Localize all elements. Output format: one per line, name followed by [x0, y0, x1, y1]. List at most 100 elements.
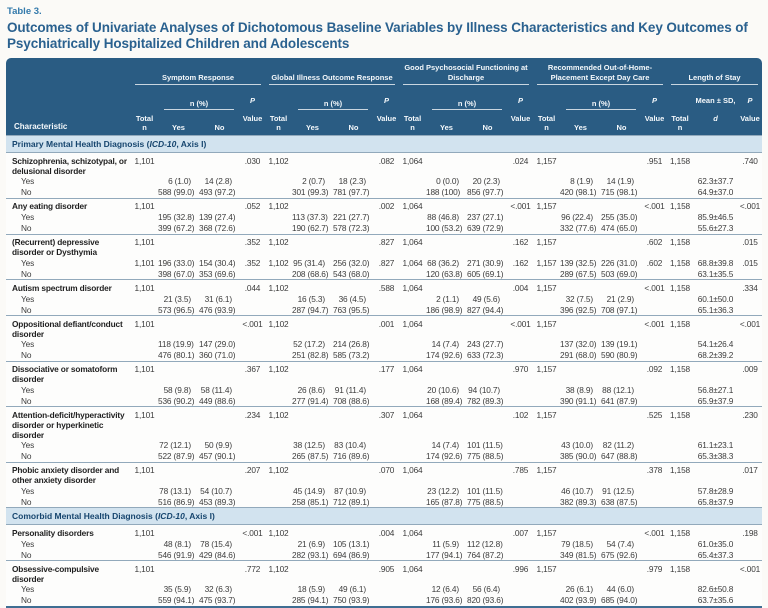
data-cell: 100 (53.2) [426, 223, 463, 233]
data-cell: 590 (80.9) [601, 350, 638, 360]
data-cell: 237 (27.1) [467, 212, 504, 222]
row-label: No [21, 395, 32, 406]
data-cell: 639 (72.9) [467, 223, 504, 233]
data-cell: 83 (10.4) [334, 440, 366, 450]
data-cell: .367 [244, 364, 261, 374]
data-cell: 55.6±27.3 [697, 223, 734, 233]
sub-row: Yes 58 (9.8) 58 (11.4) 26 (8.6) 91 (11.4) 20 … [6, 384, 762, 395]
data-cell: 48 (8.1) [163, 538, 192, 549]
data-cell: 1,064 [402, 563, 423, 574]
col-header-yes: Yes [172, 123, 185, 132]
data-cell: 2 (0.7) [302, 176, 325, 186]
sub-row: Yes 195 (32.8) 139 (27.4) 113 (37.3) 221 (27… [6, 212, 762, 223]
data-cell: 360 (71.0) [199, 350, 236, 360]
data-cell: <.001 [242, 527, 263, 538]
data-cell: 605 (69.1) [467, 268, 504, 279]
data-cell: 675 (92.6) [601, 549, 638, 560]
col-group-symptom-response: Symptom Response Total n n (%) Yes No P … [131, 73, 265, 132]
data-cell: 332 (77.6) [560, 223, 597, 233]
data-cell: 1,102 [268, 465, 289, 475]
data-cell: .352 [244, 237, 261, 247]
sub-row: Yes 21 (3.5) 31 (6.1) 16 (5.3) 36 (4.5) 2 (1.… [6, 293, 762, 304]
data-cell: 88 (46.8) [427, 212, 459, 222]
col-group-global-illness-outcome: Global Illness Outcome Response Total n … [265, 73, 399, 132]
data-cell: .102 [512, 409, 529, 420]
data-cell: 1,101 [134, 563, 155, 574]
data-cell: 32 (7.5) [565, 293, 594, 304]
data-cell: <.001 [644, 318, 665, 329]
data-cell: 139 (32.5) [560, 257, 597, 268]
data-cell: 139 (19.1) [601, 339, 638, 349]
row-label: Personality disorders [12, 527, 94, 538]
data-cell: 14 (7.4) [431, 339, 460, 349]
data-cell: 476 (93.9) [199, 304, 236, 315]
data-cell: 1,101 [134, 201, 155, 211]
col-header-total-n: Total n [671, 114, 689, 132]
sub-row: No 398 (67.0) 353 (69.6) 208 (68.6) 543 (68.… [6, 268, 762, 279]
sub-row: Yes 118 (19.9) 147 (29.0) 52 (17.2) 214 (26.… [6, 339, 762, 350]
col-header-no: No [616, 123, 627, 132]
data-cell: 8 (1.9) [570, 176, 593, 186]
row-label: Yes [21, 584, 35, 594]
data-cell: 287 (94.7) [292, 304, 329, 315]
data-cell: 214 (26.8) [333, 339, 370, 349]
data-cell: .378 [646, 465, 663, 475]
data-cell: 1,101 [134, 465, 155, 475]
data-cell: 63.7±35.6 [697, 595, 734, 605]
col-group-label: Global Illness Outcome Response [269, 73, 395, 85]
data-cell: .092 [646, 364, 663, 374]
data-cell: 1,064 [402, 409, 423, 420]
data-cell: 78 (15.4) [200, 538, 232, 549]
sub-row: No 588 (99.0) 493 (97.2) 301 (99.3) 781 (97.… [6, 187, 762, 198]
col-header-n-pct: n (%) [432, 99, 502, 110]
data-cell: 382 (89.3) [560, 496, 597, 507]
sub-row: No 476 (80.1) 360 (71.0) 251 (82.8) 585 (73.… [6, 350, 762, 361]
data-cell: 396 (92.5) [560, 304, 597, 315]
col-group-label: Length of Stay [671, 73, 758, 85]
data-cell: 46 (10.7) [561, 485, 593, 496]
row-label: No [21, 187, 32, 197]
data-cell: 255 (35.0) [601, 212, 638, 222]
col-header-total-n: Total n [537, 114, 556, 132]
data-cell: 390 (91.1) [560, 395, 597, 406]
row-label: Schizophrenia, schizotypal, or delusiona… [12, 155, 127, 176]
data-cell: 56 (6.4) [472, 584, 501, 594]
data-cell: 68.2±39.2 [697, 350, 734, 360]
data-cell: 578 (72.3) [333, 223, 370, 233]
data-cell: 453 (89.3) [199, 496, 236, 507]
table-header: Characteristic Symptom Response Total n … [6, 58, 762, 135]
data-cell: 20 (2.3) [472, 176, 501, 186]
data-cell: 221 (27.7) [333, 212, 370, 222]
data-cell: .905 [378, 563, 395, 574]
row-label: Phobic anxiety disorder and other anxiet… [12, 465, 120, 485]
data-cell: 827 (94.4) [467, 304, 504, 315]
data-cell: .785 [512, 465, 529, 475]
data-cell: 2 (1.1) [436, 293, 459, 304]
data-cell: 147 (29.0) [199, 339, 236, 349]
data-cell: 1,157 [536, 364, 557, 374]
row-label: Yes [21, 339, 35, 349]
data-cell: 1,158 [669, 364, 690, 374]
data-cell: .352 [244, 257, 261, 268]
data-cell: 1,102 [268, 282, 289, 293]
data-cell: 1,101 [134, 155, 155, 166]
data-cell: <.001 [644, 282, 665, 293]
data-cell: .052 [244, 201, 261, 211]
data-cell: 26 (8.6) [297, 384, 326, 395]
data-cell: 118 (19.9) [158, 339, 194, 349]
data-cell: 112 (12.8) [467, 538, 503, 549]
data-cell: 398 (67.0) [158, 268, 195, 279]
data-cell: 88 (12.1) [602, 384, 634, 395]
col-header-yes: Yes [574, 123, 587, 132]
data-cell: 174 (92.6) [426, 350, 463, 360]
row-label: Attention-deficit/hyperactivity disorder… [12, 409, 125, 440]
col-header-total-n: Total n [403, 114, 422, 132]
row-label: Obsessive-compulsive disorder [12, 563, 99, 584]
col-header-p-value: P Value [376, 96, 397, 123]
data-cell: .007 [512, 527, 529, 538]
data-cell: 1,101 [134, 318, 155, 329]
data-cell: 101 (11.5) [467, 440, 503, 450]
data-cell: 1,158 [669, 257, 690, 268]
data-cell: 91 (12.5) [602, 485, 634, 496]
col-header-total-n: Total n [135, 114, 154, 132]
